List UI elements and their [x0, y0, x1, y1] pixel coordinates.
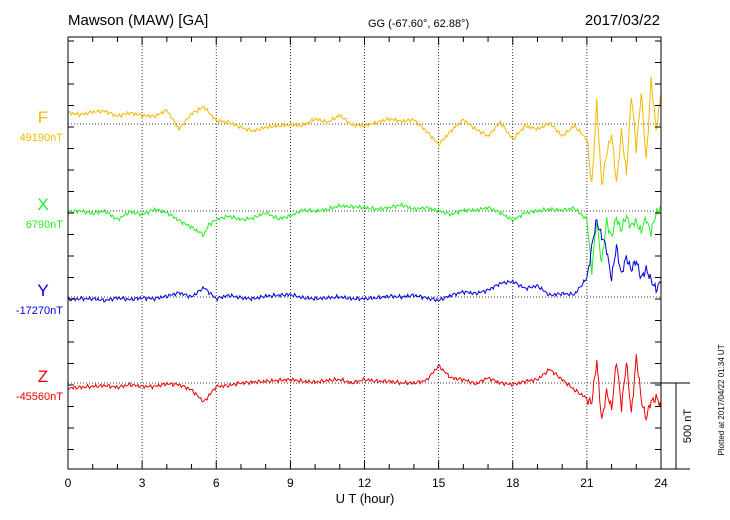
series-name-x: X [37, 195, 48, 214]
scale-bar-label: 500 nT [682, 409, 694, 444]
x-tick-label: 21 [580, 476, 594, 490]
plotted-at-note: Plotted at 2017/04/22 01:34 UT [717, 344, 726, 455]
series-line-x [67, 201, 662, 275]
plot-date: 2017/03/22 [585, 12, 660, 29]
series-baseline-f: 49190nT [20, 132, 64, 144]
series-line-y [67, 219, 662, 303]
x-tick-label: 24 [654, 476, 668, 490]
x-tick-label: 9 [287, 476, 294, 490]
station-title: Mawson (MAW) [GA] [68, 12, 208, 29]
x-tick-labels: 0 3 6 9 12 15 18 21 24 [65, 476, 668, 490]
station-coords: GG (-67.60°, 62.88°) [368, 18, 469, 30]
series-labels: F 49190nT X 6790nT Y -17270nT Z -45560nT [16, 108, 63, 403]
x-axis-title: U T (hour) [336, 491, 395, 506]
x-tick-label: 0 [65, 476, 72, 490]
series-baseline-x: 6790nT [26, 219, 64, 231]
axis-ticks [67, 37, 662, 469]
series-name-z: Z [38, 367, 48, 386]
series-name-y: Y [37, 281, 48, 300]
x-tick-label: 6 [213, 476, 220, 490]
series-name-f: F [38, 108, 48, 127]
x-tick-label: 3 [139, 476, 146, 490]
series-line-f [67, 76, 662, 186]
x-tick-label: 18 [506, 476, 520, 490]
x-tick-label: 15 [432, 476, 446, 490]
series-line-z [67, 354, 662, 422]
x-tick-label: 12 [358, 476, 372, 490]
series-baseline-y: -17270nT [16, 305, 63, 317]
series-baseline-z: -45560nT [16, 391, 63, 403]
series-layer [67, 76, 662, 422]
grid [68, 37, 661, 469]
scale-bar: 500 nT [651, 382, 694, 470]
